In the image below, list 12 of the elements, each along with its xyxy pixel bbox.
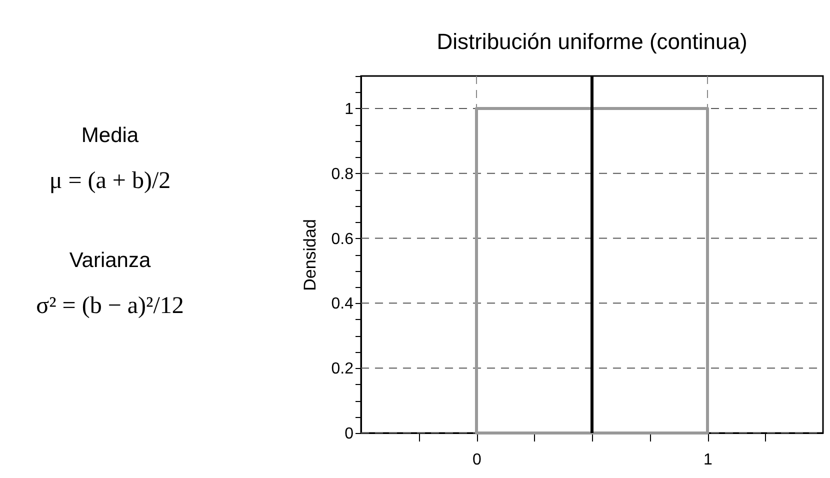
text: Media xyxy=(81,124,139,147)
y-tick-label: 0.6 xyxy=(331,230,354,248)
y-tick-label: 0.8 xyxy=(331,166,354,183)
y-tick-label: 0.4 xyxy=(331,296,354,313)
y-axis-title: Densidad xyxy=(300,219,320,291)
text: Varianza xyxy=(69,249,151,272)
text: μ = (a + b)/2 xyxy=(49,168,171,194)
y-tick-label: 1 xyxy=(344,100,354,118)
text: σ² = (b − a)²/12 xyxy=(36,293,184,319)
chart-title: Distribución uniforme (continua) xyxy=(436,29,748,54)
y-tick-label: 0 xyxy=(344,426,354,442)
y-tick-label: 0.2 xyxy=(331,360,354,378)
